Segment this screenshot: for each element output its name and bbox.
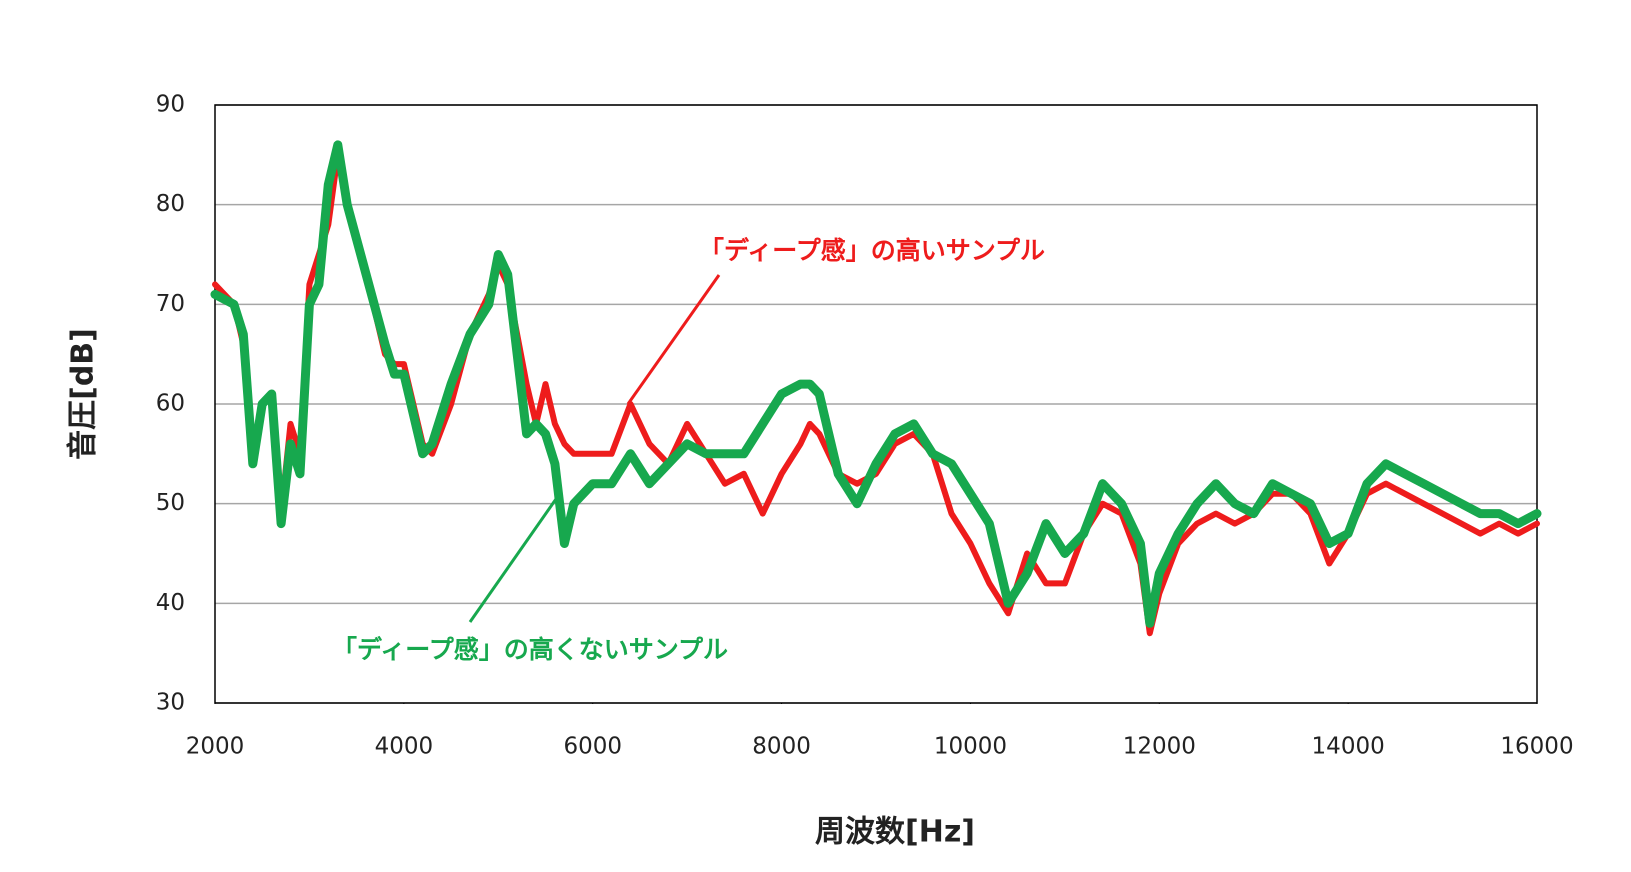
annotation-leader bbox=[626, 274, 721, 405]
x-tick-label: 14000 bbox=[1312, 734, 1385, 760]
x-tick-label: 2000 bbox=[186, 734, 245, 760]
x-tick-label: 4000 bbox=[375, 734, 434, 760]
y-tick-label: 40 bbox=[156, 590, 185, 616]
x-tick-label: 8000 bbox=[752, 734, 811, 760]
y-tick-label: 30 bbox=[156, 690, 185, 716]
x-tick-label: 16000 bbox=[1500, 734, 1573, 760]
x-tick-label: 6000 bbox=[563, 734, 622, 760]
annotation: 「ディープ感」の高いサンプル bbox=[699, 236, 1045, 265]
annotation: 「ディープ感」の高くないサンプル bbox=[332, 635, 728, 664]
x-tick-label: 10000 bbox=[934, 734, 1007, 760]
y-tick-label: 70 bbox=[156, 291, 185, 317]
y-tick-label: 90 bbox=[156, 92, 185, 118]
x-tick-label: 12000 bbox=[1123, 734, 1196, 760]
x-axis-label: 周波数[Hz] bbox=[815, 815, 975, 850]
y-tick-label: 50 bbox=[156, 490, 185, 516]
series-line bbox=[212, 151, 1540, 637]
y-tick-label: 80 bbox=[156, 191, 185, 217]
series-line bbox=[210, 140, 1542, 628]
y-tick-label: 60 bbox=[156, 391, 185, 417]
y-axis-label: 音圧[dB] bbox=[66, 328, 101, 460]
plot-frame bbox=[214, 104, 1538, 704]
annotation-leader bbox=[468, 498, 558, 623]
